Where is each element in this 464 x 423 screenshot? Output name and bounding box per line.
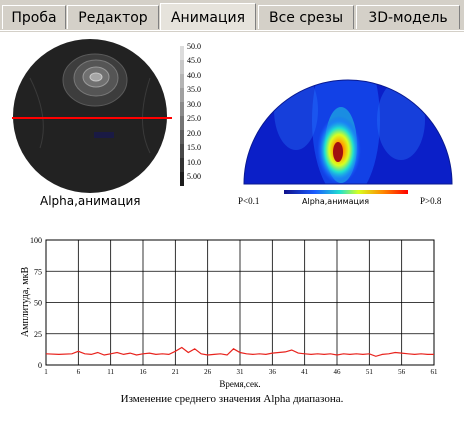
tab-proba[interactable]: Проба <box>2 5 66 29</box>
scale-label: 40.0 <box>187 71 201 80</box>
contour-line <box>142 77 151 154</box>
x-tick-label: 1 <box>44 368 48 376</box>
x-tick-label: 46 <box>334 368 342 376</box>
head-outline <box>13 39 167 193</box>
x-tick-label: 56 <box>398 368 406 376</box>
grid <box>45 239 435 366</box>
scale-label: 30.0 <box>187 100 201 109</box>
heat-map: P<0.1 Alpha,анимация P>0.8 <box>238 79 453 206</box>
y-tick-label: 75 <box>34 267 42 276</box>
y-tick-label: 0 <box>38 361 42 370</box>
x-tick-label: 41 <box>301 368 309 376</box>
tab-all-slices[interactable]: Все срезы <box>258 5 354 29</box>
tab-bar: Проба Редактор Анимация Все срезы 3D-мод… <box>0 0 464 32</box>
scale-label: 25.0 <box>187 114 201 123</box>
x-tick-label: 31 <box>237 368 245 376</box>
y-tick-label: 100 <box>30 236 42 245</box>
y-tick-label: 50 <box>34 299 42 308</box>
x-tick-label: 26 <box>204 368 212 376</box>
contour-peak <box>89 72 103 82</box>
contour-map: 50.0 45.0 40.0 35.0 30.0 25.0 20.0 15.0 … <box>12 39 201 193</box>
tab-editor[interactable]: Редактор <box>67 5 159 29</box>
x-tick-labels: 1 6 11 16 21 26 31 36 41 46 51 56 61 <box>44 368 438 376</box>
x-tick-label: 6 <box>77 368 81 376</box>
marker-box <box>94 132 114 138</box>
tab-animation[interactable]: Анимация <box>160 3 256 31</box>
scale-label: 35.0 <box>187 85 201 94</box>
scale-label: 15.0 <box>187 143 201 152</box>
colorbar-title: Alpha,анимация <box>302 197 369 206</box>
y-tick-label: 25 <box>34 330 42 339</box>
scale-label: 45.0 <box>187 56 201 65</box>
y-tick-labels: 0 25 50 75 100 <box>30 236 42 370</box>
contour-line <box>29 77 44 149</box>
series-line <box>45 346 434 357</box>
scale-label: 5.00 <box>187 172 201 181</box>
chart-caption: Изменение среднего значения Alpha диапаз… <box>121 393 344 405</box>
y-axis-label: Амплитуда, мкВ <box>20 267 31 338</box>
scale-label: 20.0 <box>187 129 201 138</box>
x-tick-label: 16 <box>140 368 148 376</box>
tab-3d-model[interactable]: 3D-модель <box>356 5 460 29</box>
head-outline <box>243 79 453 185</box>
max-label: P>0.8 <box>420 196 442 206</box>
x-tick-label: 51 <box>366 368 374 376</box>
x-tick-label: 61 <box>431 368 439 376</box>
x-tick-label: 36 <box>269 368 277 376</box>
scale-label: 50.0 <box>187 42 201 51</box>
tab-divider <box>0 30 464 31</box>
scale-labels: 50.0 45.0 40.0 35.0 30.0 25.0 20.0 15.0 … <box>187 42 201 181</box>
x-tick-label: 21 <box>172 368 180 376</box>
scale-bar <box>180 46 184 186</box>
colorbar <box>284 190 408 194</box>
min-label: P<0.1 <box>238 196 259 206</box>
contour-caption: Alpha,анимация <box>40 194 141 208</box>
x-axis-label: Время,сек. <box>219 379 260 389</box>
x-tick-label: 11 <box>107 368 114 376</box>
scale-label: 10.0 <box>187 158 201 167</box>
